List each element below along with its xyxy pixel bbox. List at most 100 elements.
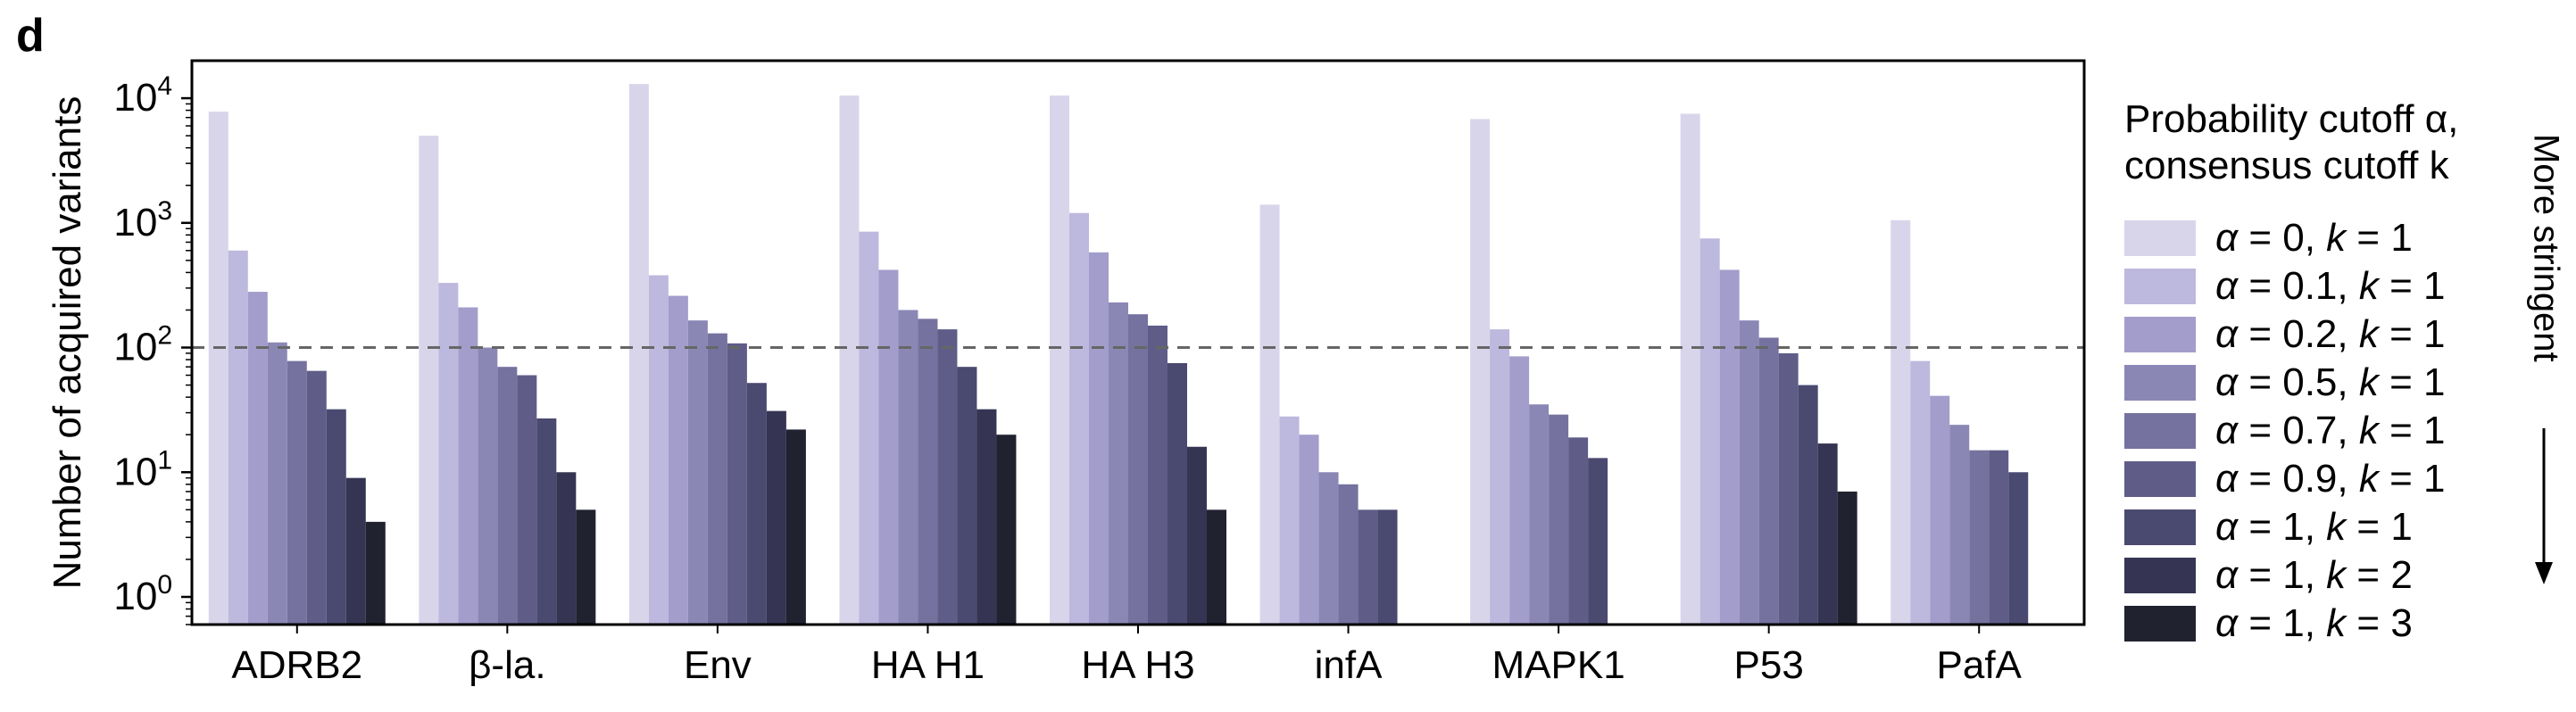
bar: [1699, 238, 1720, 625]
bar: [687, 320, 708, 625]
bar: [898, 310, 918, 625]
bar: [976, 409, 997, 625]
bar: [1680, 113, 1700, 625]
bar: [419, 136, 439, 625]
bar: [1529, 404, 1550, 625]
bar: [365, 521, 386, 625]
bar: [1338, 484, 1359, 625]
bar: [648, 275, 669, 625]
x-tick-label: Env: [684, 643, 752, 687]
legend-label: α = 0.9, k = 1: [2215, 457, 2446, 501]
y-axis-label: Number of acquired variants: [46, 96, 89, 590]
x-tick-label: MAPK1: [1492, 643, 1625, 687]
bar: [1089, 252, 1109, 625]
bar: [1817, 443, 1838, 625]
legend-title: Probability cutoff α, consensus cutoff k: [2124, 96, 2458, 189]
x-tick-label: P53: [1734, 643, 1804, 687]
bar: [2008, 472, 2029, 625]
legend-item: α = 1, k = 1: [2124, 503, 2445, 551]
bar: [267, 342, 287, 625]
bar: [766, 410, 786, 625]
legend-label: α = 1, k = 2: [2215, 553, 2413, 597]
legend-swatch: [2124, 220, 2196, 256]
legend-swatch: [2124, 606, 2196, 642]
bar: [1949, 425, 1970, 625]
bar: [287, 360, 307, 625]
bar: [228, 250, 248, 625]
bar: [1470, 119, 1491, 625]
legend-item: α = 0.1, k = 1: [2124, 262, 2445, 310]
bar: [707, 333, 727, 625]
bar: [1837, 491, 1857, 625]
legend-label: α = 0, k = 1: [2215, 216, 2413, 260]
legend-label: α = 1, k = 3: [2215, 601, 2413, 645]
bar: [438, 283, 459, 625]
bar: [345, 477, 366, 625]
bar: [1989, 450, 2009, 625]
bar: [536, 418, 557, 625]
bar: [247, 292, 268, 625]
legend-item: α = 0.5, k = 1: [2124, 359, 2445, 407]
legend-swatch: [2124, 558, 2196, 593]
legend-label: α = 0.2, k = 1: [2215, 312, 2446, 356]
bar: [1109, 302, 1128, 625]
legend-swatch: [2124, 509, 2196, 545]
legend-title-line2: consensus cutoff k: [2124, 144, 2449, 187]
legend-item: α = 0.7, k = 1: [2124, 407, 2445, 455]
bar: [1588, 458, 1608, 625]
x-tick-label: ADRB2: [231, 643, 362, 687]
bar: [1549, 414, 1569, 625]
bar: [727, 343, 747, 625]
legend-item: α = 1, k = 3: [2124, 600, 2445, 648]
bar: [1778, 352, 1799, 625]
bar: [878, 269, 899, 625]
x-tick-label: PafA: [1937, 643, 2023, 687]
bar: [517, 375, 537, 625]
bar: [576, 509, 596, 625]
bar: [668, 295, 688, 625]
x-tick-label: HA H3: [1081, 643, 1194, 687]
x-tick-label: HA H1: [871, 643, 985, 687]
legend-swatch: [2124, 413, 2196, 449]
more-stringent-label: More stringent: [2526, 134, 2565, 362]
bar: [1187, 446, 1207, 625]
legend-item: α = 1, k = 2: [2124, 551, 2445, 600]
legend-label: α = 0.7, k = 1: [2215, 409, 2446, 452]
bar: [478, 347, 498, 625]
bar: [1299, 435, 1319, 625]
y-tick-label: 104: [113, 71, 172, 120]
bar: [458, 307, 478, 625]
bar: [1969, 450, 1990, 625]
y-tick-label: 103: [113, 196, 172, 244]
bar: [746, 383, 767, 625]
bar: [957, 367, 977, 625]
bar: [1509, 356, 1530, 625]
bar: [1168, 362, 1187, 625]
bar: [556, 472, 577, 625]
bar: [1930, 395, 1950, 625]
bar: [1910, 360, 1931, 625]
bar: [839, 95, 860, 625]
bar: [1128, 314, 1148, 625]
legend-swatch: [2124, 461, 2196, 497]
legend-swatch: [2124, 269, 2196, 304]
y-tick-label: 101: [113, 445, 172, 493]
bar: [1207, 509, 1226, 625]
bar: [1739, 320, 1759, 625]
bar: [1798, 385, 1818, 625]
y-tick-label: 100: [113, 570, 172, 618]
bar: [1719, 269, 1740, 625]
bar: [1358, 509, 1378, 625]
legend-item: α = 0, k = 1: [2124, 214, 2445, 262]
bar: [785, 429, 806, 625]
legend-swatch: [2124, 317, 2196, 352]
bar: [996, 435, 1017, 625]
bar: [918, 319, 938, 625]
bar: [497, 367, 518, 625]
bar: [859, 231, 879, 625]
bar: [208, 112, 229, 625]
bar: [1890, 219, 1911, 625]
bar: [326, 409, 346, 625]
